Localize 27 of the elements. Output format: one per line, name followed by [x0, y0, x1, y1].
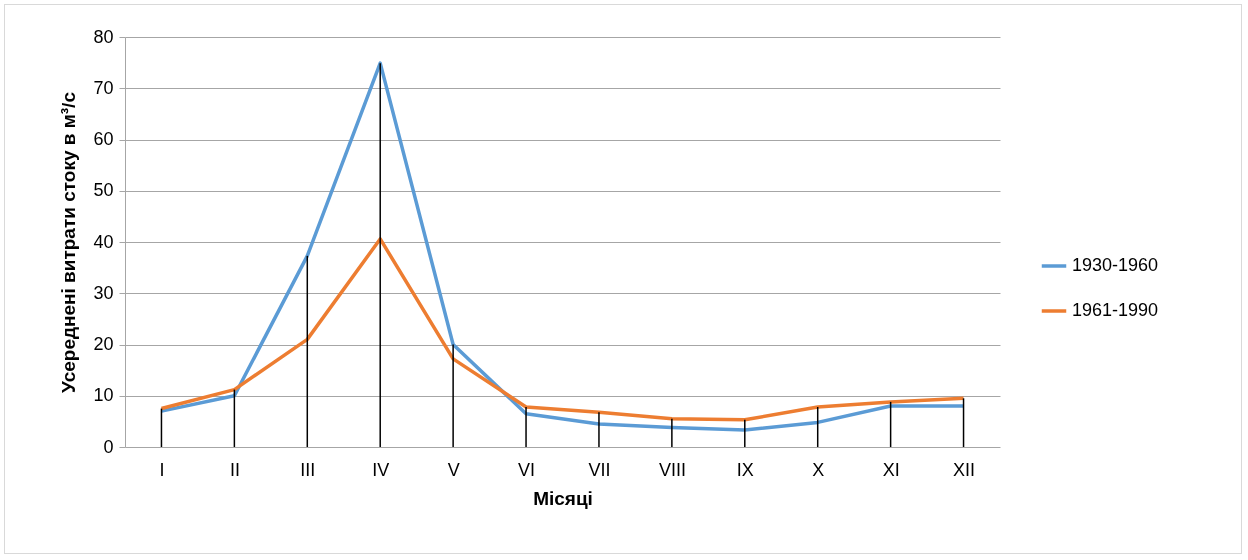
y-tick-label: 30 [93, 282, 114, 303]
x-tick-label: X [812, 459, 825, 480]
x-tick-label: I [159, 459, 165, 480]
y-tick-label: 50 [93, 180, 114, 201]
x-tick-label: III [300, 459, 316, 480]
y-tick-label: 80 [93, 26, 114, 47]
x-tick-label: XII [953, 459, 976, 480]
x-tick-label: VI [518, 459, 536, 480]
y-tick-label: 70 [93, 77, 114, 98]
line-series [159, 237, 966, 422]
x-tick-label: XI [882, 459, 900, 480]
line-series [159, 61, 966, 432]
x-tick-label: IX [736, 459, 754, 480]
legend-label: 1961-1990 [1072, 300, 1159, 320]
y-tick-label: 60 [93, 129, 114, 149]
x-tick-label: V [447, 459, 460, 480]
y-axis-title: Усереднені витрати стоку в м³/с [58, 91, 80, 393]
x-tick-label: IV [372, 459, 390, 480]
x-tick-label: II [229, 459, 240, 480]
y-tick-label: 40 [93, 231, 114, 252]
x-tick-label: VIII [658, 459, 686, 480]
y-tick-label: 10 [93, 385, 114, 406]
legend-label: 1930-1960 [1072, 255, 1159, 275]
x-axis-title: Місяці [533, 487, 593, 509]
y-tick-label: 0 [103, 436, 114, 457]
y-tick-label: 20 [93, 334, 114, 354]
x-tick-label: VII [588, 459, 611, 480]
